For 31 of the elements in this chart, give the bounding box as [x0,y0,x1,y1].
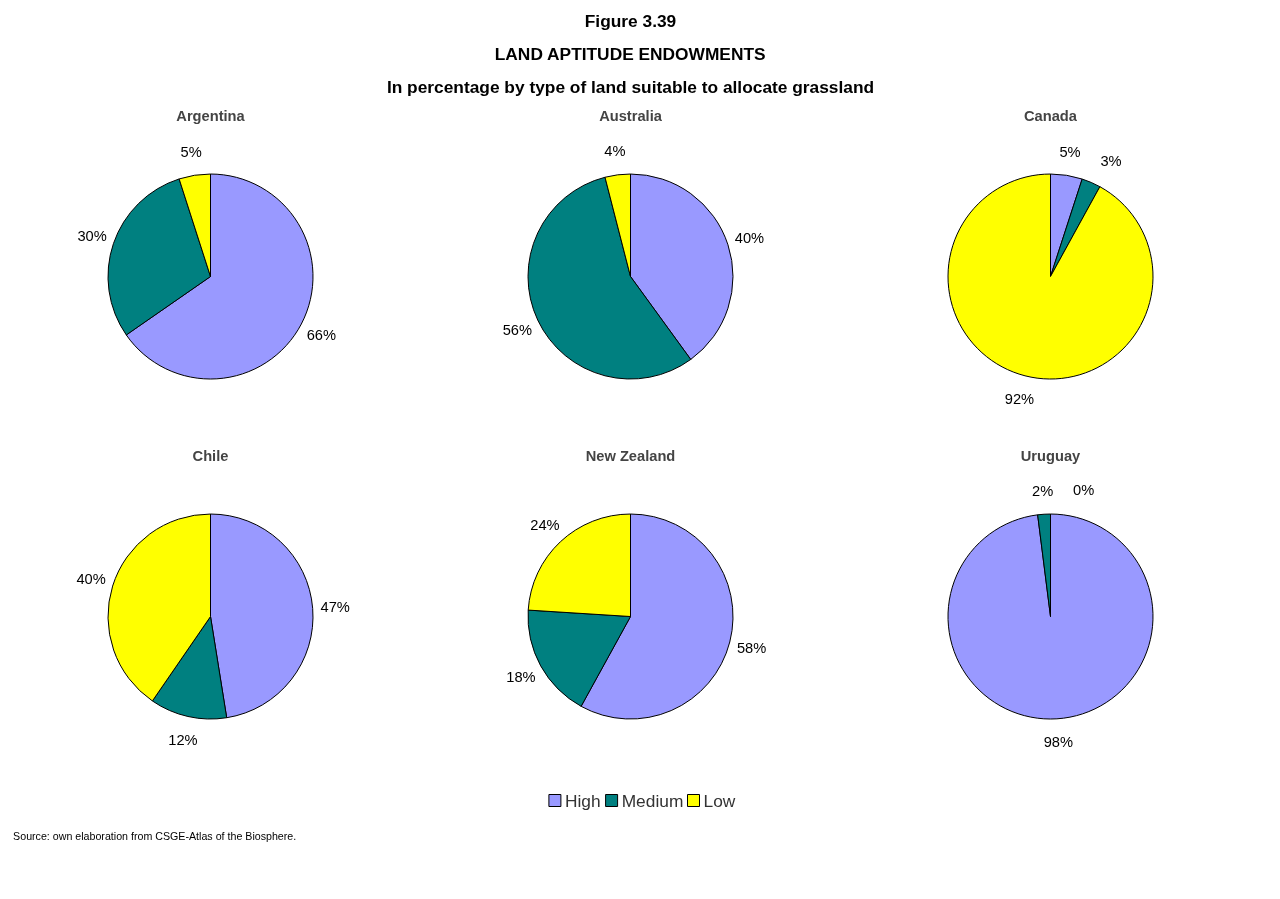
data-label: 98% [1043,734,1074,751]
data-label: 30% [77,228,107,245]
legend-label: Medium [621,790,684,811]
chart-title: Uruguay [1020,447,1082,464]
data-label: 24% [530,516,560,533]
data-label: 40% [734,229,765,246]
text: Figure 3.39 [584,10,677,31]
data-label: 18% [506,669,536,686]
chart-title: New Zealand [585,447,676,464]
data-label: 4% [604,143,626,160]
data-label: 5% [180,143,202,160]
data-label: 92% [1004,390,1035,407]
chart-title: Canada [1024,107,1078,124]
text: LAND APTITUDE ENDOWMENTS [494,43,766,64]
chart-title: Australia [599,107,663,124]
legend-label: High [564,790,601,811]
chart-title: Chile [192,447,229,464]
data-label: 58% [736,639,767,656]
chart-title: Argentina [176,107,246,124]
data-label: 66% [306,326,336,343]
legend-label: Low [703,790,736,811]
data-label: 2% [1032,482,1054,499]
text: In percentage by type of land suitable to allocate grassland [386,77,875,98]
data-label: 47% [320,598,350,615]
data-label: 40% [76,571,106,588]
data-label: 56% [502,322,533,339]
data-label: 3% [1100,152,1122,169]
data-label: 12% [168,731,198,748]
text: 0% [1073,482,1095,499]
source-note: Source: own elaboration from CSGE-Atlas of the Biosphere. [13,829,297,842]
data-label: 5% [1059,143,1081,160]
